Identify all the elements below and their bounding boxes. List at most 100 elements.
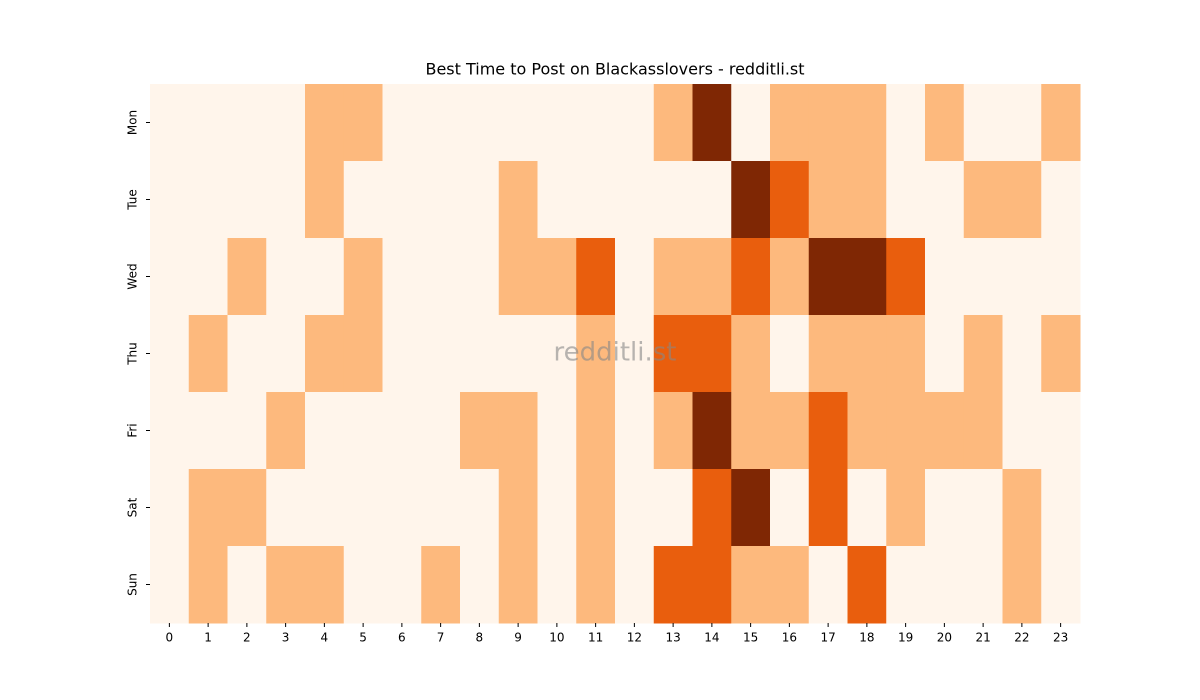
x-tick-label: 3 (282, 631, 290, 645)
x-tick-label: 0 (166, 631, 174, 645)
heat-cell (498, 238, 538, 316)
heat-cell (653, 315, 693, 393)
heat-cell (847, 469, 887, 547)
heat-cell (925, 84, 965, 162)
heat-cell (460, 161, 500, 239)
heat-cell (150, 392, 190, 470)
y-tick-label: Sun (126, 573, 140, 596)
heat-cell (537, 469, 577, 547)
heat-cell (1041, 315, 1081, 393)
x-tick-label: 8 (476, 631, 484, 645)
heat-cell (770, 546, 810, 624)
heat-cell (1041, 469, 1081, 547)
heat-cell (1002, 84, 1042, 162)
heat-cell (227, 161, 267, 239)
heat-cell (537, 392, 577, 470)
heat-cell (925, 392, 965, 470)
heat-cell (150, 546, 190, 624)
heat-cell (886, 469, 926, 547)
heat-cell (498, 469, 538, 547)
x-tick-label: 23 (1053, 631, 1068, 645)
heat-cell (188, 161, 228, 239)
heat-cell (886, 84, 926, 162)
heat-cell (1041, 238, 1081, 316)
heat-cell (382, 469, 422, 547)
heat-cell (692, 469, 732, 547)
heat-cell (266, 238, 306, 316)
heat-cell (808, 84, 848, 162)
heat-cell (227, 315, 267, 393)
heat-cell (227, 469, 267, 547)
heat-cell (886, 161, 926, 239)
heat-cell (615, 84, 655, 162)
heat-cell (731, 84, 771, 162)
heat-cell (305, 238, 345, 316)
heat-cell (692, 161, 732, 239)
heat-cell (266, 84, 306, 162)
x-tick-label: 19 (898, 631, 913, 645)
heat-cell (692, 84, 732, 162)
heat-cell (150, 469, 190, 547)
heat-cell (770, 392, 810, 470)
watermark: redditli.st (554, 338, 677, 368)
heat-cell (770, 161, 810, 239)
heat-cell (188, 238, 228, 316)
x-tick-label: 11 (588, 631, 603, 645)
heat-cell (925, 546, 965, 624)
heat-cell (615, 546, 655, 624)
x-tick-label: 16 (782, 631, 797, 645)
heat-cell (421, 392, 461, 470)
heat-cell (227, 546, 267, 624)
heat-cell (305, 84, 345, 162)
y-tick-label: Fri (126, 423, 140, 437)
heat-cell (731, 469, 771, 547)
heat-cell (343, 469, 383, 547)
heat-cell (305, 546, 345, 624)
heat-cell (653, 161, 693, 239)
heat-cell (188, 392, 228, 470)
x-tick-label: 9 (514, 631, 522, 645)
heat-cell (382, 238, 422, 316)
heat-cell (808, 315, 848, 393)
heat-cell (1002, 161, 1042, 239)
x-tick-label: 15 (743, 631, 758, 645)
heat-cell (343, 238, 383, 316)
heat-cell (382, 392, 422, 470)
heat-cell (576, 546, 616, 624)
heat-cell (615, 392, 655, 470)
heat-cell (963, 84, 1003, 162)
heat-cell (266, 315, 306, 393)
heat-cell (847, 315, 887, 393)
heat-cell (343, 546, 383, 624)
heat-cell (925, 238, 965, 316)
chart-title: Best Time to Post on Blackasslovers - re… (425, 60, 804, 79)
heat-cell (576, 238, 616, 316)
heat-cell (460, 84, 500, 162)
heat-cell (1041, 546, 1081, 624)
heat-cell (731, 315, 771, 393)
heat-cell (847, 546, 887, 624)
heat-cell (305, 392, 345, 470)
heat-cell (886, 315, 926, 393)
heat-cell (460, 315, 500, 393)
heat-cell (576, 469, 616, 547)
heat-cell (653, 546, 693, 624)
heat-cell (227, 84, 267, 162)
heat-cell (150, 238, 190, 316)
heat-cell (847, 238, 887, 316)
heat-cell (382, 546, 422, 624)
heat-cell (537, 84, 577, 162)
heat-cell (692, 238, 732, 316)
heat-cell (188, 84, 228, 162)
heat-cell (266, 469, 306, 547)
heat-cell (460, 238, 500, 316)
heat-cell (731, 392, 771, 470)
x-tick-label: 2 (243, 631, 251, 645)
heat-cell (963, 238, 1003, 316)
heat-cell (1002, 392, 1042, 470)
heat-cell (498, 392, 538, 470)
x-tick-label: 21 (975, 631, 990, 645)
heat-cell (886, 392, 926, 470)
x-tick-label: 6 (398, 631, 406, 645)
heat-cell (963, 469, 1003, 547)
